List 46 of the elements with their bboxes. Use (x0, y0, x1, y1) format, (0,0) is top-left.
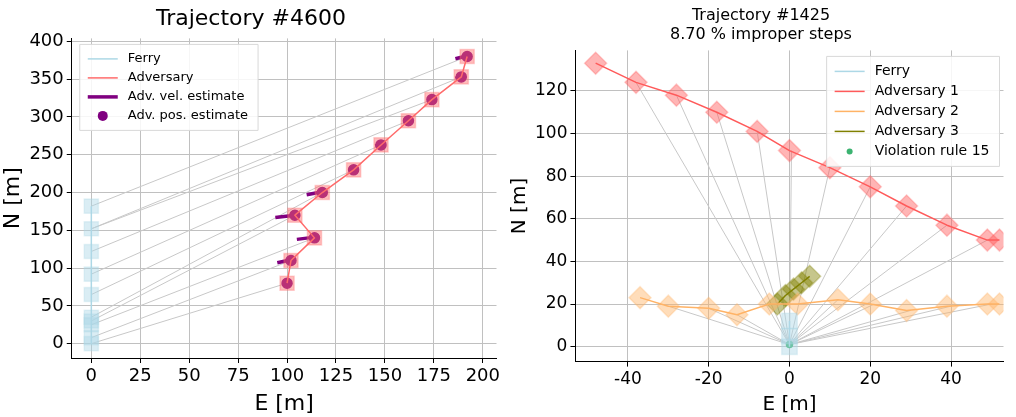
x-tick-label: -40 (614, 368, 642, 389)
x-tick-label: 0 (85, 364, 98, 386)
legend-label: Ferry (127, 50, 161, 66)
chart-title: Trajectory #4600 (154, 4, 347, 30)
legend-label: Adversary 1 (874, 82, 959, 99)
y-tick-label: 40 (545, 249, 568, 270)
x-axis-title: E [m] (762, 391, 817, 416)
y-tick-label: 350 (29, 66, 64, 88)
y-axis-title: N [m] (506, 177, 531, 235)
x-tick-label: 125 (318, 364, 354, 386)
legend-label: Adversary 3 (874, 122, 959, 139)
y-tick-label: 100 (29, 255, 64, 277)
chart-title: Trajectory #1425 (690, 4, 831, 24)
y-tick-label: 300 (29, 104, 64, 126)
y-tick-label: 400 (29, 29, 64, 51)
x-tick-label: 50 (177, 364, 201, 386)
y-tick-label: 120 (534, 79, 568, 100)
y-tick-label: 250 (29, 142, 64, 164)
y-tick-label: 200 (29, 180, 64, 202)
y-tick-label: 0 (52, 331, 64, 353)
x-tick-label: 40 (940, 368, 962, 389)
x-tick-label: -20 (694, 368, 723, 389)
x-tick-label: 100 (269, 364, 305, 386)
legend-label: Ferry (874, 62, 911, 79)
y-tick-label: 20 (545, 292, 568, 313)
y-axis-title: N [m] (0, 167, 24, 230)
x-tick-label: 200 (465, 364, 500, 386)
legend-label: Adversary (127, 69, 194, 85)
x-tick-label: 175 (416, 364, 452, 386)
x-tick-label: 20 (859, 368, 882, 389)
y-tick-label: 50 (40, 293, 64, 315)
x-axis-title: E [m] (254, 389, 314, 415)
x-tick-label: 75 (226, 364, 250, 386)
y-tick-label: 150 (29, 217, 64, 239)
x-tick-label: 0 (784, 368, 795, 389)
x-tick-label: 25 (128, 364, 152, 386)
legend-label: Adv. vel. estimate (127, 88, 245, 104)
legend-label: Adversary 2 (874, 102, 959, 119)
chart-subtitle: 8.70 % improper steps (670, 23, 852, 43)
legend-label: Violation rule 15 (874, 142, 990, 159)
y-tick-label: 100 (534, 121, 568, 142)
y-tick-label: 0 (556, 335, 568, 356)
y-tick-label: 80 (545, 164, 568, 185)
legend-label: Adv. pos. estimate (127, 107, 249, 123)
x-tick-label: 150 (367, 364, 403, 386)
y-tick-label: 60 (545, 207, 568, 228)
